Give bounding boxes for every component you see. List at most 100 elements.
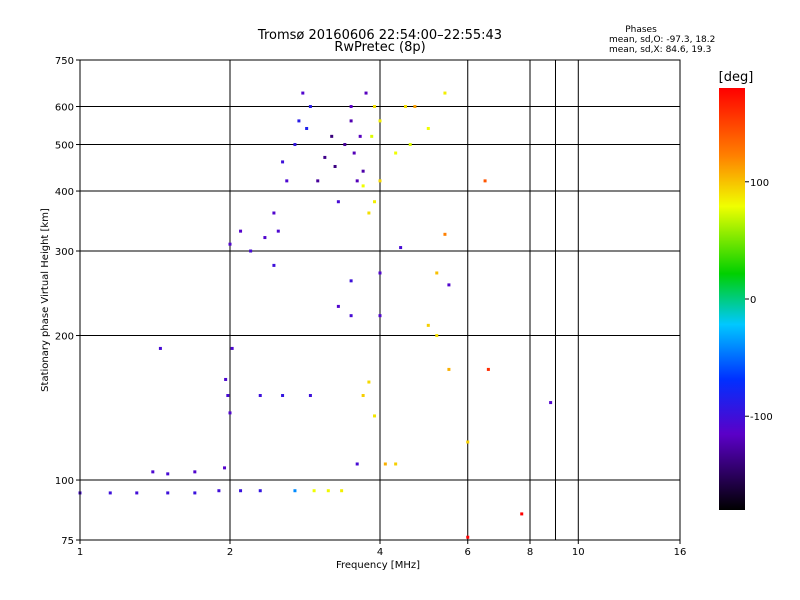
data-point [158, 346, 162, 350]
data-point [239, 229, 243, 233]
data-point [443, 232, 447, 236]
y-tick-label: 600 [55, 103, 74, 114]
data-point [272, 263, 276, 267]
data-point [193, 470, 197, 474]
data-point [403, 105, 407, 109]
y-tick-label: 500 [55, 141, 74, 152]
data-point [193, 491, 197, 495]
data-point [293, 489, 297, 493]
data-point [135, 491, 139, 495]
x-tick-label: 1 [77, 547, 83, 558]
data-point [308, 394, 312, 398]
data-point [378, 271, 382, 275]
data-point [166, 491, 170, 495]
data-point [349, 105, 353, 109]
data-point [305, 126, 309, 130]
data-point [349, 119, 353, 123]
data-points [78, 91, 553, 539]
data-point [108, 491, 112, 495]
data-point [466, 535, 470, 539]
data-point [217, 489, 221, 493]
data-point [408, 143, 412, 147]
data-point [373, 414, 377, 418]
data-point [276, 229, 280, 233]
y-tick-label: 400 [55, 187, 74, 198]
data-point [447, 367, 451, 371]
data-point [297, 119, 301, 123]
data-point [281, 394, 285, 398]
data-point [336, 200, 340, 204]
data-point [364, 91, 368, 95]
x-tick-label: 8 [527, 547, 533, 558]
data-point [239, 489, 243, 493]
colorbar-ticks: 100 0 -100 [745, 178, 773, 423]
data-point [263, 236, 267, 240]
data-point [443, 91, 447, 95]
data-point [349, 279, 353, 283]
x-tick-label: 4 [377, 547, 383, 558]
data-point [293, 143, 297, 147]
x-tick-label: 2 [227, 547, 233, 558]
data-point [367, 211, 371, 215]
data-point [394, 151, 398, 155]
data-point [355, 179, 359, 183]
chart-subtitle: RwPretec (8p) [334, 40, 425, 55]
phase-stats-o: mean, sd,O: -97.3, 18.2 [609, 35, 715, 45]
data-point [378, 314, 382, 318]
data-point [333, 164, 337, 168]
data-point [361, 169, 365, 173]
data-point [336, 304, 340, 308]
data-point [308, 105, 312, 109]
data-point [361, 394, 365, 398]
data-point [258, 394, 262, 398]
x-axis-ticks: 1 2 4 6 8 10 16 [77, 540, 686, 558]
data-point [413, 105, 417, 109]
data-point [301, 91, 305, 95]
data-point [352, 151, 356, 155]
y-axis-label: Stationary phase Virtual Height [km] [40, 208, 51, 392]
data-point [367, 380, 371, 384]
data-point [394, 462, 398, 466]
data-point [520, 512, 524, 516]
data-point [549, 401, 553, 405]
x-tick-label: 6 [465, 547, 471, 558]
colorbar [719, 88, 745, 510]
data-point [358, 134, 362, 138]
data-point [285, 179, 289, 183]
data-point [378, 179, 382, 183]
y-tick-label: 75 [61, 536, 74, 547]
colorbar-tick-label: -100 [750, 412, 773, 423]
data-point [426, 126, 430, 130]
data-point [373, 105, 377, 109]
phase-stats-title: Phases [625, 25, 657, 35]
data-point [228, 242, 232, 246]
data-point [323, 155, 327, 159]
chart-title: Tromsø 20160606 22:54:00–22:55:43 [257, 28, 502, 43]
data-point [426, 323, 430, 327]
y-tick-label: 100 [55, 476, 74, 487]
x-tick-label: 10 [572, 547, 585, 558]
data-point [249, 249, 253, 253]
y-axis-ticks: 75 100 200 300 400 500 600 750 [55, 56, 80, 547]
y-tick-label: 300 [55, 247, 74, 258]
data-point [228, 411, 232, 415]
data-point [383, 462, 387, 466]
data-point [361, 184, 365, 188]
phase-stats-x: mean, sd,X: 84.6, 19.3 [609, 45, 711, 55]
data-point [370, 134, 374, 138]
y-tick-label: 200 [55, 332, 74, 343]
data-point [435, 334, 439, 338]
data-point [326, 489, 330, 493]
data-point [316, 179, 320, 183]
data-point [355, 462, 359, 466]
colorbar-label: [deg] [719, 70, 754, 85]
data-point [399, 246, 403, 250]
data-point [466, 440, 470, 444]
data-point [447, 283, 451, 287]
data-point [312, 489, 316, 493]
data-point [224, 377, 228, 381]
data-point [258, 489, 262, 493]
grid [80, 60, 680, 540]
data-point [483, 179, 487, 183]
